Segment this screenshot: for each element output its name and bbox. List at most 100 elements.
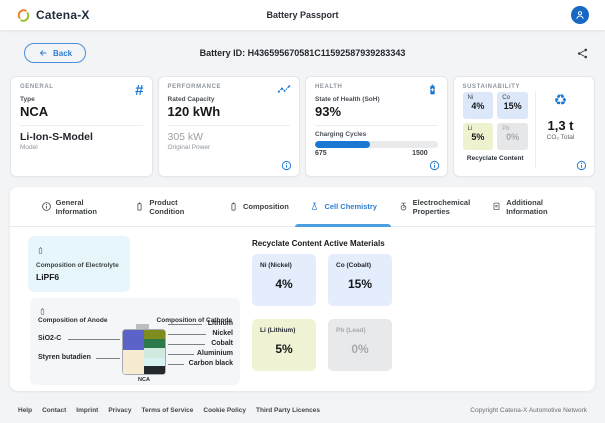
tile-value: 4%	[275, 277, 293, 291]
tab-label: Composition	[242, 202, 289, 211]
segment-cobalt	[144, 348, 165, 358]
copyright: Copyright Catena-X Automotive Network	[470, 406, 587, 414]
footer-link-help[interactable]: Help	[18, 406, 33, 414]
hash-icon: #	[135, 82, 144, 99]
tile-cobalt: Co (Cobalt) 15%	[328, 254, 392, 306]
recyclate-tiles: Ni (Nickel) 4% Co (Cobalt) 15% Li (Lithi…	[252, 254, 392, 371]
sustainability-info-button[interactable]	[576, 160, 587, 171]
model-label: Model	[20, 144, 38, 151]
mini-tile-value: 5%	[471, 132, 485, 142]
tile-label: Pb (Lead)	[336, 327, 366, 334]
segment-styren-butadien	[123, 350, 144, 374]
general-card-label: GENERAL	[20, 84, 54, 90]
mini-tile-symbol: Co	[502, 95, 510, 101]
tab-cell-chemistry[interactable]: Cell Chemistry	[295, 187, 391, 227]
flask-icon	[312, 202, 318, 211]
tab-label: Electrochemical Properties	[412, 197, 471, 216]
info-icon	[429, 160, 439, 171]
segment-aluminium	[144, 357, 165, 366]
footer-link-cookie-policy[interactable]: Cookie Policy	[203, 406, 246, 414]
footer-link-contact[interactable]: Contact	[42, 406, 67, 414]
connector-line	[168, 324, 202, 325]
divider	[20, 125, 143, 126]
footer-link-terms[interactable]: Terms of Service	[141, 406, 194, 414]
tile-value: 0%	[351, 342, 369, 356]
anode-heading: Composition of Anode	[38, 317, 108, 324]
battery-icon	[137, 202, 142, 211]
divider	[167, 125, 290, 126]
tab-label: Product Condition	[149, 197, 185, 216]
performance-card: PERFORMANCE Rated Capacity 120 kWh 305 k…	[157, 76, 300, 177]
recyclate-content-label: Recyclate Content	[466, 155, 524, 162]
charging-cycles-label: Charging Cycles	[315, 131, 367, 138]
tile-label: Co (Cobalt)	[336, 262, 372, 269]
tab-composition[interactable]: Composition	[228, 187, 289, 226]
mini-tile-ni: Ni 4%	[462, 92, 494, 119]
info-icon	[576, 160, 587, 171]
tab-label: General Information	[55, 197, 97, 216]
cathode-heading: Composition of Cathode	[156, 317, 232, 324]
mini-tile-pb: Pb 0%	[497, 123, 528, 150]
tile-value: 5%	[275, 342, 293, 356]
kpi-cards: GENERAL # Type NCA Li-Ion-S-Model Model …	[0, 76, 605, 177]
segment-nickel	[144, 339, 165, 349]
tab-label: Additional Information	[506, 197, 548, 216]
footer: Help Contact Imprint Privacy Terms of Se…	[0, 397, 605, 423]
battery-icon	[38, 247, 43, 254]
health-card: HEALTH State of Health (SoH) 93% Chargin…	[305, 76, 448, 177]
back-button-label: Back	[53, 48, 73, 58]
cycles-max: 1500	[412, 150, 428, 157]
recycle-icon: ♻	[553, 92, 568, 109]
person-icon	[574, 9, 586, 21]
cell-chemistry-panel: Composition of Electrolyte LiPF6 Composi…	[10, 227, 595, 390]
catena-x-logo-icon	[16, 8, 31, 23]
footer-link-privacy[interactable]: Privacy	[108, 406, 132, 414]
co2-total-value: 1,3 t	[547, 118, 574, 133]
co2-total-label: CO₂ Total	[546, 134, 575, 141]
share-button[interactable]	[576, 47, 589, 60]
health-info-button[interactable]	[429, 160, 440, 171]
tile-nickel: Ni (Nickel) 4%	[252, 254, 316, 306]
battery-icon	[38, 303, 47, 321]
mini-tile-co: Co 15%	[497, 92, 528, 119]
cycles-current: 675	[315, 150, 327, 157]
recyclate-mini-grid: Ni 4% Co 15% Li 5% Pb 0%	[462, 92, 536, 168]
battery-caption: NCA	[138, 377, 150, 383]
recyclate-heading: Recyclate Content Active Materials	[252, 239, 385, 248]
connector-line	[168, 364, 184, 365]
battery-id: Battery ID: H436595670581C11592587939283…	[199, 48, 406, 58]
tab-electrochemical-properties[interactable]: Electrochemical Properties	[398, 187, 471, 226]
cathode-material-label: Aluminium	[196, 350, 233, 357]
tab-product-condition[interactable]: Product Condition	[134, 187, 207, 226]
app-header: Catena-X Battery Passport	[0, 0, 605, 30]
user-avatar-button[interactable]	[571, 6, 589, 24]
battery-terminal	[136, 324, 149, 329]
cathode-material-label: Cobalt	[211, 340, 233, 347]
cathode-material-label: Carbon black	[188, 360, 233, 367]
electrolyte-value: LiPF6	[36, 272, 60, 283]
performance-card-label: PERFORMANCE	[167, 84, 222, 90]
connector-line	[68, 339, 120, 340]
tile-value: 15%	[347, 277, 373, 291]
sustainability-card: SUSTAINABILITY Ni 4% Co 15% Li 5%	[452, 76, 595, 177]
brand-name: Catena-X	[36, 8, 90, 22]
cathode-material-label: Nickel	[212, 330, 233, 337]
tab-general-information[interactable]: General Information	[41, 187, 114, 226]
mini-tile-symbol: Pb	[502, 126, 510, 132]
model-value: Li-Ion-S-Model	[20, 131, 93, 143]
performance-info-button[interactable]	[281, 160, 292, 171]
tile-label: Li (Lithium)	[260, 327, 296, 334]
tab-bar: General Information Product Condition Co…	[10, 187, 595, 227]
soh-value: 93%	[315, 104, 342, 119]
charging-cycles-range: 675 1500	[315, 150, 428, 157]
type-label: Type	[20, 96, 35, 103]
footer-link-third-party-licences[interactable]: Third Party Licences	[256, 406, 320, 414]
tab-additional-information[interactable]: Additional Information	[491, 187, 564, 226]
cathode-column	[144, 330, 165, 374]
footer-link-imprint[interactable]: Imprint	[76, 406, 99, 414]
back-button[interactable]: Back	[24, 43, 87, 63]
mini-tile-symbol: Ni	[467, 95, 474, 101]
segment-carbon-black	[144, 365, 165, 374]
info-circle-icon	[41, 202, 51, 211]
detail-panel: General Information Product Condition Co…	[10, 187, 595, 391]
